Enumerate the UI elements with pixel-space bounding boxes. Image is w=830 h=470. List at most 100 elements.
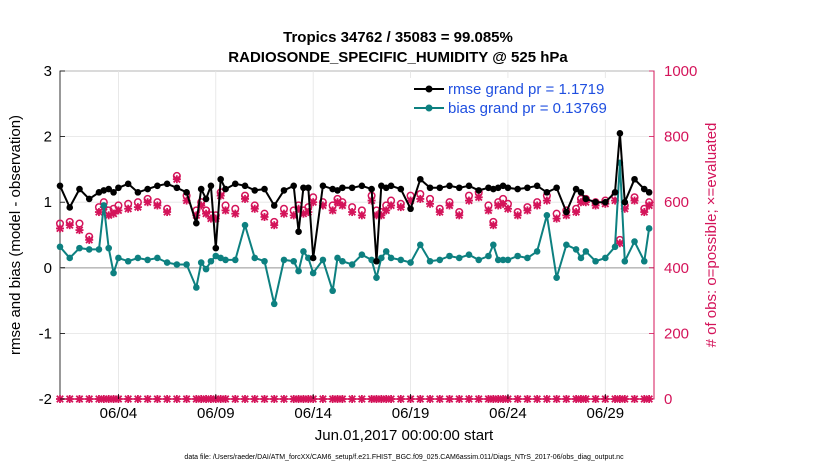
bias-point <box>382 248 390 255</box>
rmse-point <box>348 184 356 192</box>
bias-series <box>56 159 653 308</box>
rmse-point <box>426 184 434 192</box>
rmse-point <box>193 219 200 227</box>
rmse-point <box>241 182 249 190</box>
bias-point <box>115 254 122 262</box>
bias-point <box>582 248 590 255</box>
bias-point <box>110 269 117 277</box>
rmse-point <box>56 182 64 190</box>
legend-rmse-label: rmse grand pr = 1.1719 <box>448 81 604 98</box>
rmse-series <box>56 130 653 265</box>
bias-point <box>319 256 327 264</box>
rmse-point <box>577 189 585 196</box>
rmse-point <box>563 208 570 216</box>
bias-point <box>241 221 249 229</box>
bias-point <box>76 244 83 252</box>
rmse-point <box>397 185 405 193</box>
bias-point <box>490 241 497 249</box>
bias-point <box>373 274 380 281</box>
bias-point <box>640 257 648 265</box>
rmse-point <box>504 184 512 192</box>
bottom-obs-markers <box>56 395 654 403</box>
bias-point <box>183 261 190 268</box>
bias-point <box>85 246 93 253</box>
bias-point <box>105 244 112 252</box>
bias-point <box>197 259 205 266</box>
rmse-point <box>183 189 190 196</box>
bias-point <box>100 202 108 209</box>
rmse-point <box>300 184 307 192</box>
bias-point <box>485 252 492 260</box>
rmse-point <box>645 189 653 196</box>
bias-point <box>553 274 560 281</box>
right-y-axis-ticks: 0 200 400 600 800 1000 <box>649 63 697 408</box>
rmse-point <box>436 184 444 192</box>
chart-title: Tropics 34762 / 35083 = 99.085% <box>283 29 513 46</box>
bias-point <box>543 212 551 219</box>
bias-point <box>305 254 312 262</box>
bias-point <box>295 267 302 275</box>
rmse-point <box>572 185 580 193</box>
y-tick-label-right: 600 <box>664 194 689 211</box>
rmse-point <box>124 180 132 188</box>
rmse-point <box>290 182 298 190</box>
y-tick-label-left: -1 <box>39 325 52 342</box>
rmse-point <box>446 182 453 190</box>
bias-point <box>334 254 341 262</box>
bias-point <box>533 248 541 255</box>
rmse-point <box>76 185 83 193</box>
bias-point <box>339 257 346 265</box>
bias-point <box>95 246 103 253</box>
bias-point <box>270 300 278 308</box>
rmse-point <box>602 198 609 206</box>
rmse-point <box>465 182 473 190</box>
x-axis-ticks: 06/04 06/09 06/14 06/19 06/24 06/29 <box>100 394 624 422</box>
bias-point <box>290 257 298 265</box>
rmse-point <box>251 187 259 194</box>
rmse-point <box>543 189 551 196</box>
y-tick-label-left: 2 <box>44 129 52 146</box>
y-tick-label-left: 3 <box>44 63 52 80</box>
bias-point <box>124 257 132 265</box>
rmse-point <box>173 184 181 192</box>
data-file-note: data file: /Users/raeder/DAI/ATM_forcXX/… <box>184 454 624 461</box>
rmse-point <box>197 185 205 193</box>
bias-point <box>309 269 317 277</box>
rmse-point <box>387 182 395 190</box>
bias-point <box>602 254 609 262</box>
rmse-point <box>163 180 171 188</box>
rmse-point <box>144 185 151 193</box>
rmse-point <box>261 185 268 193</box>
bias-point <box>193 284 200 291</box>
bias-point <box>300 248 307 255</box>
bias-point <box>207 257 215 265</box>
bias-point <box>416 241 424 249</box>
x-tick-label: 06/14 <box>294 405 332 422</box>
bias-point <box>397 256 405 264</box>
right-y-axis-label: # of obs: o=possible; ×=evaluated <box>703 123 720 348</box>
y-tick-label-right: 800 <box>664 129 689 146</box>
rmse-point <box>514 185 521 193</box>
rmse-point <box>416 175 424 183</box>
rmse-point <box>105 185 112 193</box>
rmse-point <box>134 189 142 196</box>
rmse-point <box>212 244 220 252</box>
bias-point <box>407 259 414 266</box>
y-tick-label-right: 400 <box>664 260 689 277</box>
rmse-point <box>475 187 483 194</box>
x-axis-label: Jun.01,2017 00:00:00 start <box>315 427 494 444</box>
rmse-point <box>334 187 341 194</box>
bias-point <box>66 254 74 262</box>
bias-point <box>154 254 161 262</box>
rmse-point <box>582 195 590 203</box>
bias-point <box>378 254 385 262</box>
legend-bias-marker <box>425 104 433 112</box>
y-tick-label-left: 0 <box>44 260 52 277</box>
bias-point <box>348 261 356 268</box>
rmse-point <box>217 175 224 183</box>
rmse-point <box>110 189 117 196</box>
bias-point <box>56 243 64 251</box>
rmse-point <box>640 185 648 193</box>
x-tick-label: 06/24 <box>489 405 527 422</box>
y-tick-label-right: 0 <box>664 391 672 408</box>
